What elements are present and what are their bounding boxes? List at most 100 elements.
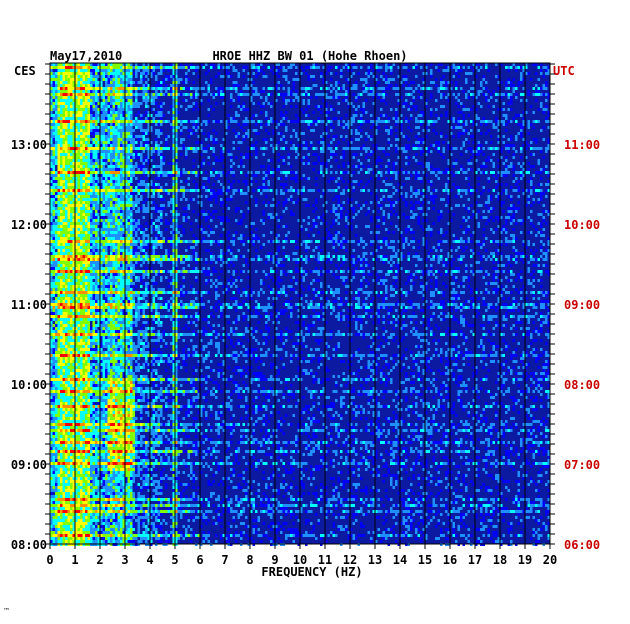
spectrogram-cell [402, 150, 405, 153]
spectrogram-cell [80, 201, 83, 204]
spectrogram-cell [262, 72, 265, 75]
spectrogram-cell [77, 225, 80, 228]
spectrogram-cell [90, 132, 93, 135]
spectrogram-cell [392, 186, 395, 189]
spectrogram-cell [377, 69, 380, 72]
spectrogram-cell [107, 126, 110, 129]
spectrogram-cell [507, 150, 510, 153]
spectrogram-cell [427, 168, 430, 171]
spectrogram-cell [142, 135, 145, 138]
spectrogram-cell [482, 93, 485, 96]
spectrogram-cell [77, 165, 80, 168]
spectrogram-cell [90, 126, 93, 129]
spectrogram-cell [135, 66, 138, 69]
spectrogram-cell [52, 93, 55, 96]
spectrogram-cell [155, 129, 158, 132]
spectrogram-cell [307, 153, 310, 156]
spectrogram-cell [200, 123, 203, 126]
spectrogram-cell [165, 189, 168, 192]
spectrogram-cell [500, 156, 503, 159]
spectrogram-cell [192, 96, 195, 99]
spectrogram-cell [107, 204, 110, 207]
spectrogram-cell [202, 210, 205, 213]
spectrogram-cell [65, 78, 68, 81]
spectrogram-cell [65, 153, 68, 156]
spectrogram-cell [132, 144, 135, 147]
spectrogram-cell [397, 198, 400, 201]
spectrogram-cell [50, 177, 53, 180]
spectrogram-cell [77, 177, 80, 180]
spectrogram-cell [347, 216, 350, 219]
spectrogram-cell [332, 198, 335, 201]
spectrogram-cell [127, 111, 130, 114]
spectrogram-cell [215, 138, 218, 141]
spectrogram-cell [157, 72, 160, 75]
spectrogram-cell [107, 177, 110, 180]
spectrogram-cell [320, 72, 323, 75]
spectrogram-cell [70, 96, 73, 99]
spectrogram-cell [232, 189, 235, 192]
spectrogram-cell [60, 63, 63, 66]
spectrogram-cell [207, 180, 210, 183]
spectrogram-cell [357, 72, 360, 75]
spectrogram-cell [92, 69, 95, 72]
spectrogram-cell [120, 72, 123, 75]
spectrogram-cell [302, 87, 305, 90]
spectrogram-cell [510, 66, 513, 69]
spectrogram-cell [130, 171, 133, 174]
spectrogram-cell [447, 201, 450, 204]
spectrogram-cell [112, 195, 115, 198]
spectrogram-cell [65, 63, 68, 66]
spectrogram-cell [147, 78, 150, 81]
spectrogram-cell [305, 87, 308, 90]
spectrogram-cell [377, 87, 380, 90]
spectrogram-cell [257, 102, 260, 105]
spectrogram-cell [125, 153, 128, 156]
spectrogram-cell [90, 114, 93, 117]
spectrogram-cell [227, 180, 230, 183]
spectrogram-cell [275, 66, 278, 69]
spectrogram-cell [330, 150, 333, 153]
spectrogram-cell [365, 201, 368, 204]
spectrogram-cell [187, 183, 190, 186]
spectrogram-cell [397, 189, 400, 192]
spectrogram-cell [150, 114, 153, 117]
spectrogram-cell [72, 147, 75, 150]
spectrogram-cell [255, 87, 258, 90]
spectrogram-cell [435, 168, 438, 171]
spectrogram-cell [422, 201, 425, 204]
spectrogram-cell [537, 90, 540, 93]
spectrogram-cell [397, 102, 400, 105]
spectrogram-cell [530, 165, 533, 168]
spectrogram-cell [65, 105, 68, 108]
spectrogram-cell [60, 192, 63, 195]
spectrogram-cell [152, 222, 155, 225]
spectrogram-cell [327, 117, 330, 120]
spectrogram-cell [95, 96, 98, 99]
spectrogram-cell [165, 141, 168, 144]
spectrogram-cell [300, 192, 303, 195]
spectrogram-cell [347, 165, 350, 168]
spectrogram-cell [547, 141, 550, 144]
spectrogram-cell [100, 63, 103, 66]
spectrogram-cell [230, 171, 233, 174]
spectrogram-cell [70, 222, 73, 225]
spectrogram-cell [97, 222, 100, 225]
spectrogram-cell [80, 63, 83, 66]
spectrogram-cell [120, 120, 123, 123]
spectrogram-cell [87, 135, 90, 138]
spectrogram-cell [417, 171, 420, 174]
spectrogram-cell [220, 87, 223, 90]
spectrogram-cell [340, 207, 343, 210]
spectrogram-cell [467, 177, 470, 180]
spectrogram-cell [245, 117, 248, 120]
spectrogram-cell [347, 171, 350, 174]
spectrogram-cell [90, 147, 93, 150]
spectrogram-cell [282, 210, 285, 213]
spectrogram-cell [150, 147, 153, 150]
spectrogram-cell [65, 117, 68, 120]
spectrogram-cell [52, 75, 55, 78]
spectrogram-cell [172, 156, 175, 159]
spectrogram-cell [275, 126, 278, 129]
spectrogram-cell [297, 138, 300, 141]
